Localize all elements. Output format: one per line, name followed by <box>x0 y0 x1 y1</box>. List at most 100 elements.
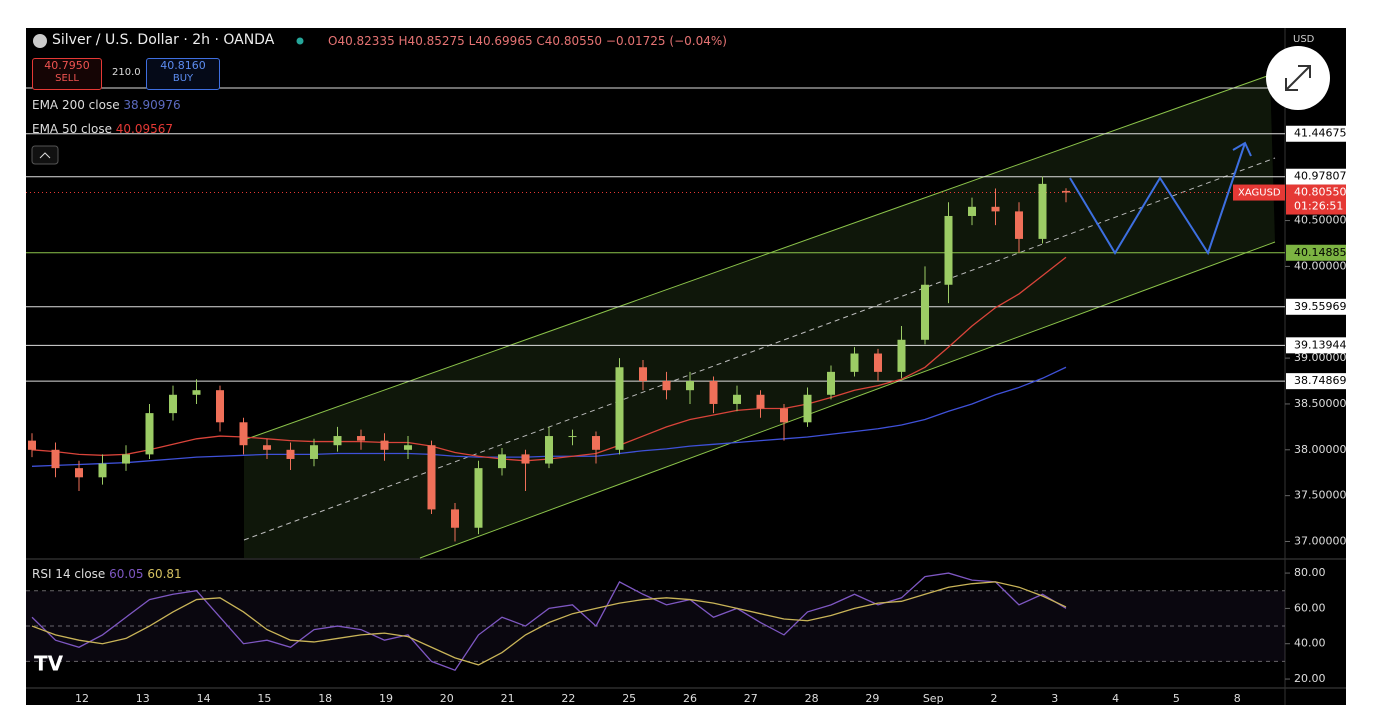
y-tick-label: 40.00000 <box>1294 259 1347 272</box>
spread: 210.0 <box>112 67 141 78</box>
ema50-name: EMA 50 close <box>32 122 112 136</box>
candle-body <box>239 422 248 446</box>
open: O40.82335 <box>328 34 395 48</box>
candle-body <box>145 413 154 455</box>
candle-body <box>98 463 107 478</box>
sell-button[interactable]: 40.7950 SELL <box>32 58 102 90</box>
symbol-tag: XAGUSD <box>1238 188 1281 199</box>
y-tick-label: 40.50000 <box>1294 214 1347 227</box>
candle-body <box>380 440 389 450</box>
candle-body <box>169 394 177 414</box>
channel-upper <box>243 74 1271 441</box>
candle-body <box>521 454 530 464</box>
symbol-tag-bg <box>1233 184 1285 201</box>
x-tick-label: 28 <box>805 692 819 705</box>
candle-body <box>968 206 976 216</box>
countdown: 01:26:51 <box>1294 200 1343 213</box>
candle-body <box>1015 211 1023 239</box>
candle-body <box>803 394 812 423</box>
x-tick-label: 19 <box>379 692 393 705</box>
candle-body <box>850 353 859 372</box>
y-tick-label: 37.00000 <box>1294 534 1347 547</box>
ema50-legend: EMA 50 close 40.09567 <box>32 122 173 136</box>
x-tick-label: 22 <box>561 692 575 705</box>
candle-body <box>498 454 506 469</box>
x-tick-label: 27 <box>744 692 758 705</box>
sell-label: SELL <box>55 73 79 84</box>
current-price-label: 40.80550 <box>1294 186 1347 199</box>
ema200-legend: EMA 200 close 38.90976 <box>32 98 181 112</box>
x-tick-label: Sep <box>923 692 944 705</box>
level-label: 41.44675 <box>1294 127 1347 140</box>
collapse-icon <box>39 152 51 159</box>
x-tick-label: 5 <box>1173 692 1180 705</box>
x-tick-label: 21 <box>501 692 515 705</box>
rsi-ma-value: 60.81 <box>147 567 182 581</box>
logo: TV <box>34 652 64 676</box>
level-label-bg <box>1286 168 1346 185</box>
candle-body <box>592 436 600 450</box>
x-tick-label: 13 <box>136 692 150 705</box>
low: L40.69965 <box>468 34 533 48</box>
candle-body <box>568 436 577 438</box>
candle-body <box>545 436 553 464</box>
candle-body <box>216 390 224 423</box>
symbol-title: Silver / U.S. Dollar · 2h · OANDA <box>52 32 275 48</box>
x-tick-label: 4 <box>1112 692 1119 705</box>
candle-body <box>51 449 60 469</box>
x-tick-label: 25 <box>622 692 636 705</box>
candle-body <box>263 445 271 450</box>
level-label: 40.14885 <box>1294 246 1347 259</box>
candle-body <box>122 454 130 464</box>
y-tick-label: 60.00 <box>1294 601 1326 614</box>
status-dot <box>296 37 304 45</box>
x-tick-label: 18 <box>318 692 332 705</box>
y-tick-label: 40.00 <box>1294 637 1326 650</box>
expand-icon <box>1285 65 1311 91</box>
level-label-bg <box>1286 373 1346 390</box>
y-tick-label: 20.00 <box>1294 672 1326 685</box>
candle-body <box>310 445 318 459</box>
rsi-value: 60.05 <box>109 567 144 581</box>
symbol-icon <box>33 34 47 48</box>
candle-body <box>286 449 295 459</box>
candle-body <box>1062 190 1070 193</box>
x-tick-label: 29 <box>865 692 879 705</box>
x-tick-label: 8 <box>1234 692 1241 705</box>
collapse-button[interactable] <box>31 145 59 165</box>
sell-price: 40.7950 <box>44 59 90 72</box>
candle-body <box>451 509 459 528</box>
projection <box>1069 142 1246 256</box>
currency[interactable]: USD <box>1293 34 1315 45</box>
high: H40.85275 <box>398 34 465 48</box>
x-tick-label: 14 <box>197 692 211 705</box>
candle-body <box>474 468 483 528</box>
candle-body <box>733 394 741 404</box>
projection-arrow <box>1232 141 1252 157</box>
rsi-band-fill <box>26 590 1285 662</box>
candle-body <box>780 408 788 423</box>
candle-body <box>709 381 718 404</box>
x-tick-label: 12 <box>75 692 89 705</box>
level-label-bg <box>1286 337 1346 354</box>
candle-body <box>756 394 765 409</box>
level-label: 39.13944 <box>1294 338 1347 351</box>
candle-body <box>639 367 647 382</box>
current-price-bg <box>1286 184 1346 215</box>
x-tick-label: 20 <box>440 692 454 705</box>
candle-body <box>921 284 929 340</box>
ema200-value: 38.90976 <box>123 98 181 112</box>
y-tick-label: 80.00 <box>1294 566 1326 579</box>
candle-body <box>28 440 36 450</box>
buy-label: BUY <box>172 73 194 84</box>
buy-button[interactable]: 40.8160 BUY <box>146 58 220 90</box>
candle-body <box>897 339 906 372</box>
rsi-legend: RSI 14 close 60.05 60.81 <box>32 567 182 581</box>
level-label-bg <box>1286 298 1346 315</box>
candle-body <box>615 367 624 450</box>
candle-body <box>686 381 694 391</box>
level-label: 38.74869 <box>1294 374 1347 387</box>
level-label-bg <box>1286 244 1346 261</box>
buy-price: 40.8160 <box>160 59 206 72</box>
y-tick-label: 39.00000 <box>1294 351 1347 364</box>
